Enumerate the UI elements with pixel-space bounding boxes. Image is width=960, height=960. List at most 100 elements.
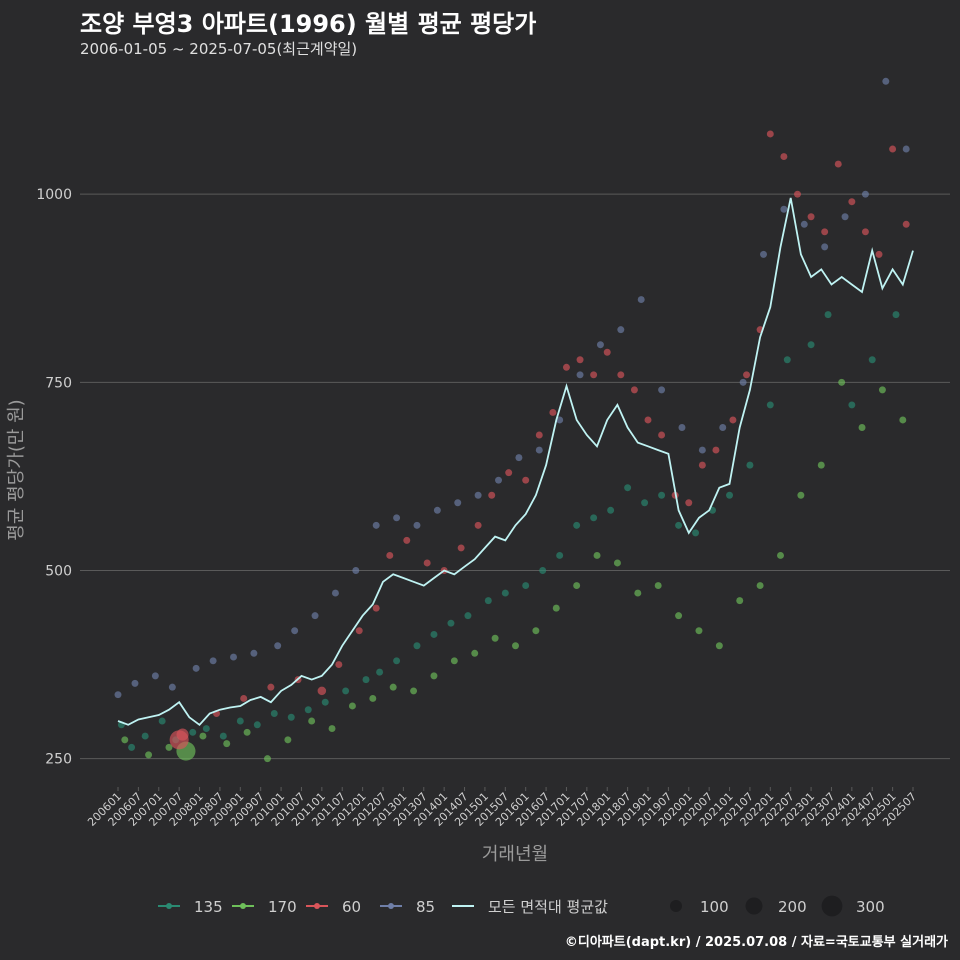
point-135 [573,521,581,529]
point-135 [892,311,900,319]
point-85 [230,653,237,661]
point-60 [603,348,611,356]
legend: 135 170 60 85 모든 면적대 평균값 100 200 300 [158,895,885,917]
point-85 [474,491,482,499]
point-60 [658,431,666,439]
point-170 [430,672,438,680]
y-tick-label: 250 [45,752,72,768]
average-line-layer [117,197,914,727]
point-85 [617,326,625,334]
point-135 [675,521,683,529]
point-170 [264,755,271,763]
point-135 [746,461,754,469]
point-170 [199,732,207,740]
point-170 [593,551,601,559]
point-85 [535,446,543,454]
point-85 [596,341,604,349]
point-85 [413,521,421,529]
point-60 [794,190,801,198]
point-170 [817,461,825,469]
legend-swatch-dot [240,903,246,909]
point-135 [501,589,509,597]
point-85 [678,424,686,431]
point-135 [766,401,774,409]
point-85 [841,213,849,221]
legend-swatch-dot [166,903,172,909]
point-135 [376,668,384,676]
point-170 [512,642,519,650]
point-60 [335,661,343,669]
point-170 [165,743,173,751]
point-135 [321,698,329,706]
point-135 [128,743,136,751]
point-135 [641,499,649,507]
point-170 [858,424,866,431]
point-60 [386,551,394,559]
point-60 [729,416,737,424]
point-60 [176,728,189,741]
point-135 [189,728,197,736]
point-170 [491,634,499,642]
chart-title: 조양 부영3 아파트(1996) 월별 평균 평당가 [80,10,537,38]
chart-subtitle: 2006-01-05 ~ 2025-07-05(최근계약일) [80,40,358,58]
point-135 [393,657,401,665]
point-170 [756,582,764,590]
point-170 [389,683,397,691]
point-135 [556,551,564,559]
y-tick-label: 500 [45,564,72,580]
point-135 [362,676,370,684]
point-135 [236,717,244,725]
point-60 [685,499,693,507]
point-60 [766,130,774,138]
y-axis-label: 평균 평당가(만 원) [6,399,27,540]
legend-size-circle [821,895,843,917]
point-135 [287,713,295,721]
data-points [114,77,910,763]
point-170 [573,582,581,590]
point-85 [393,514,401,522]
point-60 [630,386,638,394]
point-85 [739,378,747,386]
point-135 [868,356,876,364]
legend-label: 170 [268,898,297,916]
point-60 [535,431,543,439]
point-85 [882,77,890,85]
point-85 [352,567,360,574]
point-85 [861,190,869,198]
point-170 [878,386,886,394]
point-170 [715,642,723,650]
point-135 [848,401,856,409]
point-60 [698,461,706,469]
point-60 [562,363,570,371]
point-85 [902,145,910,153]
point-85 [311,612,319,620]
point-60 [617,371,625,379]
point-170 [899,416,907,424]
point-170 [838,378,846,386]
point-85 [515,454,523,462]
point-170 [654,582,662,590]
point-135 [447,619,455,627]
point-135 [726,491,734,499]
point-85 [209,657,217,665]
average-line [117,197,914,727]
point-60 [317,686,327,696]
y-tick-label: 750 [45,375,72,391]
point-60 [712,446,720,454]
point-85 [372,521,380,529]
point-135 [270,710,278,717]
point-85 [192,664,200,672]
point-170 [369,694,377,702]
point-85 [556,416,564,424]
point-60 [522,476,530,484]
point-135 [304,706,312,714]
point-60 [889,145,897,153]
legend-size-label: 100 [700,898,729,916]
point-170 [777,551,784,559]
point-135 [522,582,530,590]
point-60 [848,198,856,206]
point-170 [675,612,683,620]
point-60 [267,683,275,691]
point-135 [692,529,700,537]
